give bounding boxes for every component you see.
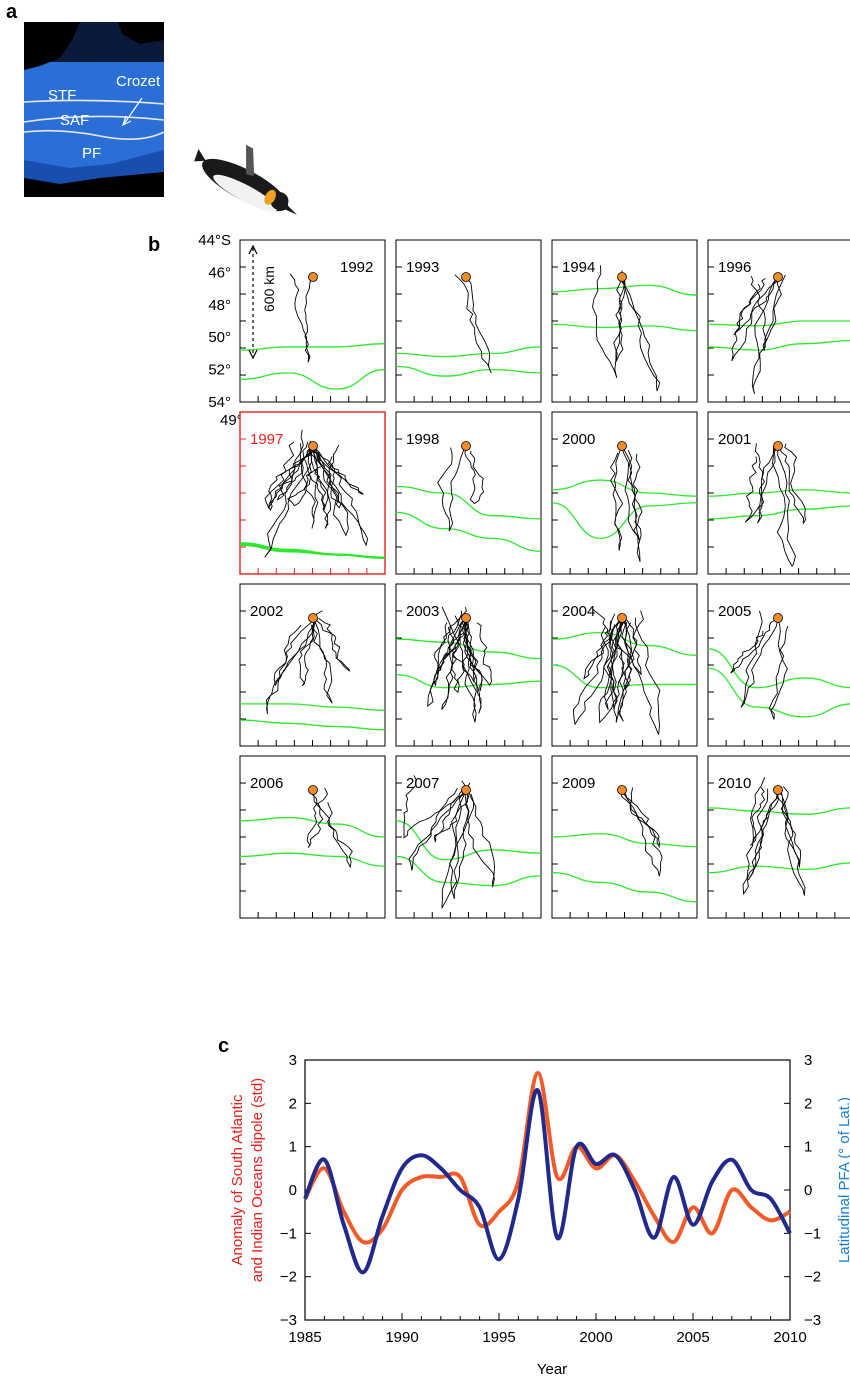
c-y-label-left-line2: and Indian Oceans dipole (std) bbox=[249, 1078, 266, 1282]
y-tick-label-right: −1 bbox=[804, 1225, 821, 1242]
panel-b-letter: b bbox=[148, 234, 160, 256]
y-tick-label-right: 3 bbox=[804, 1052, 812, 1069]
panel-b-y-tick-labels: 44°S 46° 48° 50° 52° 54° bbox=[198, 232, 231, 411]
y-tick-label-left: 2 bbox=[289, 1095, 297, 1112]
scale-bar bbox=[248, 244, 258, 360]
series-dipole-line bbox=[303, 1070, 791, 1245]
y-tick-label-right: 0 bbox=[804, 1182, 812, 1199]
y-tick-label-left: 1 bbox=[289, 1139, 297, 1156]
year-label: 2003 bbox=[406, 603, 439, 620]
year-label: 2009 bbox=[562, 775, 595, 792]
panel-a-letter: a bbox=[6, 1, 18, 23]
x-tick-label: 2000 bbox=[579, 1329, 612, 1346]
y-tick-label-left: −3 bbox=[280, 1312, 297, 1329]
y-tick-label: 44°S bbox=[198, 232, 231, 249]
y-tick-label-right: −2 bbox=[804, 1269, 821, 1286]
year-label: 1998 bbox=[406, 431, 439, 448]
label-saf: SAF bbox=[60, 112, 89, 129]
panel-b-maps: 1992 1993 1994 1996 1997 1998 2000 2001 2002 2003… bbox=[239, 239, 850, 919]
map-2010: 2010 bbox=[707, 755, 850, 919]
year-label: 1997 bbox=[250, 431, 283, 448]
map-1992: 1992 bbox=[239, 239, 386, 403]
year-label: 2001 bbox=[718, 431, 751, 448]
year-label: 1992 bbox=[340, 259, 373, 276]
y-tick-label: 50° bbox=[208, 329, 231, 346]
year-label: 1994 bbox=[562, 259, 595, 276]
year-label: 2000 bbox=[562, 431, 595, 448]
x-tick-label: 2005 bbox=[676, 1329, 709, 1346]
y-tick-label-right: 2 bbox=[804, 1095, 812, 1112]
c-y-label-right: Latitudinal PFA (° of Lat.) bbox=[836, 1097, 850, 1263]
c-y-label-left-line1: Anomaly of South Atlantic bbox=[229, 1094, 246, 1265]
year-label: 1996 bbox=[718, 259, 751, 276]
y-tick-label-right: 1 bbox=[804, 1139, 812, 1156]
map-2003: 2003 bbox=[395, 583, 542, 747]
y-tick-label-left: 0 bbox=[289, 1182, 297, 1199]
x-tick-label: 1985 bbox=[288, 1329, 321, 1346]
year-label: 2005 bbox=[718, 603, 751, 620]
year-label: 1993 bbox=[406, 259, 439, 276]
penguin-icon bbox=[194, 144, 298, 215]
map-2002: 2002 bbox=[239, 583, 386, 747]
series-pfa-line bbox=[303, 1088, 792, 1275]
map-2009: 2009 bbox=[551, 755, 698, 919]
y-tick-label-left: −1 bbox=[280, 1225, 297, 1242]
y-tick-label: 46° bbox=[208, 264, 231, 281]
year-label: 2002 bbox=[250, 603, 283, 620]
year-label: 2004 bbox=[562, 603, 595, 620]
map-2004: 2004 bbox=[551, 583, 698, 747]
label-stf: STF bbox=[48, 87, 76, 104]
y-tick-label-left: 3 bbox=[289, 1052, 297, 1069]
map-2001: 2001 bbox=[707, 411, 850, 575]
x-tick-label: 2010 bbox=[773, 1329, 806, 1346]
x-tick-label: 1990 bbox=[385, 1329, 418, 1346]
map-2005: 2005 bbox=[707, 583, 850, 747]
y-tick-label-left: −2 bbox=[280, 1269, 297, 1286]
c-x-label: Year bbox=[537, 1361, 567, 1378]
x-tick-label: 49° bbox=[220, 412, 243, 429]
y-tick-label: 48° bbox=[208, 297, 231, 314]
year-label: 2007 bbox=[406, 775, 439, 792]
plot-frame bbox=[304, 1059, 791, 1321]
map-2007: 2007 bbox=[395, 755, 542, 919]
year-label: 2006 bbox=[250, 775, 283, 792]
y-tick-label: 54° bbox=[208, 394, 231, 411]
scale-label: 600 km bbox=[261, 266, 277, 312]
year-label: 2010 bbox=[718, 775, 751, 792]
map-1998: 1998 bbox=[395, 411, 542, 575]
map-2000: 2000 bbox=[551, 411, 698, 575]
map-1994: 1994 bbox=[551, 239, 698, 403]
panel-a-map bbox=[23, 22, 165, 197]
x-tick-label: 1995 bbox=[482, 1329, 515, 1346]
map-2006: 2006 bbox=[239, 755, 386, 919]
label-pf: PF bbox=[82, 145, 101, 162]
panel-c-letter: c bbox=[218, 1035, 229, 1057]
map-1997: 1997 bbox=[239, 411, 386, 575]
y-tick-label-right: −3 bbox=[804, 1312, 821, 1329]
label-crozet: Crozet bbox=[116, 73, 161, 90]
map-1996: 1996 bbox=[707, 239, 850, 403]
map-1993: 1993 bbox=[395, 239, 542, 403]
y-tick-label: 52° bbox=[208, 362, 231, 379]
